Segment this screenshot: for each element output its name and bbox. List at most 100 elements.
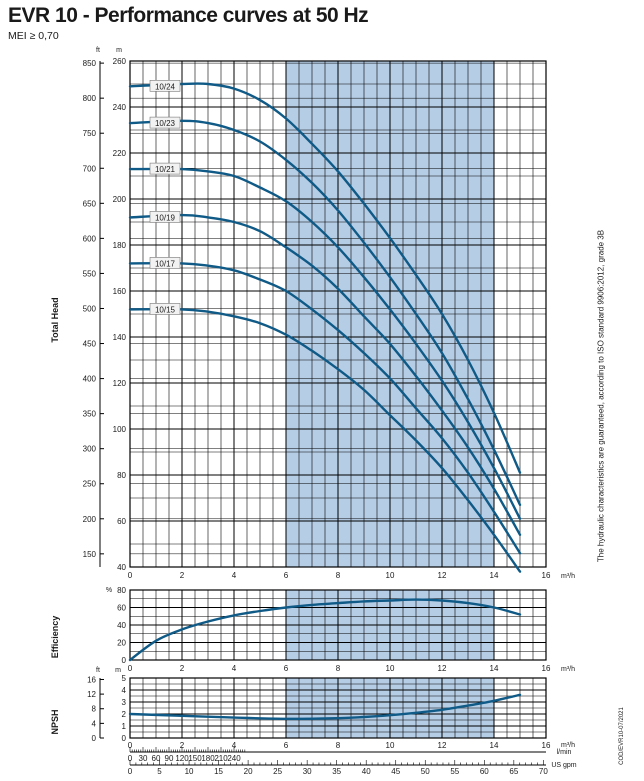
- series-label: 10/24: [155, 82, 176, 91]
- head-ytick-m: 60: [117, 517, 126, 526]
- head-xtick: 16: [542, 571, 551, 580]
- eff-ytick: 40: [117, 621, 126, 630]
- eff-xtick: 0: [128, 664, 133, 673]
- lmin-ticklabel: 180: [201, 754, 215, 763]
- eff-ytick: 60: [117, 604, 126, 613]
- chart-title: EVR 10 - Performance curves at 50 Hz: [8, 4, 369, 27]
- head-curve-10-23: [128, 119, 522, 507]
- series-label-box: [149, 162, 181, 175]
- head-ytick-ft: 350: [83, 410, 97, 419]
- series-label-box: [149, 257, 181, 269]
- efficiency-curve: [128, 598, 522, 662]
- npsh-ytick-ft: 4: [92, 719, 97, 728]
- gpm-ticklabel: 55: [450, 767, 459, 776]
- head-xtick: 10: [386, 571, 395, 580]
- series-label-box: [149, 80, 181, 92]
- head-xtick: 4: [232, 571, 237, 580]
- head-xtick: 2: [180, 571, 185, 580]
- eff-xtick: 16: [542, 664, 551, 673]
- head-xunit: m³/h: [561, 573, 575, 580]
- npsh-ytick-m: 4: [122, 686, 127, 695]
- npsh-xtick: 6: [284, 741, 289, 750]
- head-ytick-m: 240: [113, 103, 127, 112]
- npsh-frame: [129, 677, 547, 739]
- head-ytick-m: 140: [113, 333, 127, 342]
- eff-xtick: 6: [284, 664, 289, 673]
- head-curve-10-19: [128, 213, 522, 536]
- eff-unit: %: [106, 587, 112, 594]
- head-unit-m: m: [116, 47, 122, 54]
- gpm-ticklabel: 5: [157, 767, 162, 776]
- npsh-unit-ft: ft: [96, 667, 100, 674]
- eff-xtick: 12: [438, 664, 447, 673]
- eff-xunit: m³/h: [561, 666, 575, 673]
- gpm-ticklabel: 45: [391, 767, 400, 776]
- head-ytick-ft: 700: [83, 164, 97, 173]
- series-label: 10/23: [155, 119, 176, 128]
- gpm-ticklabel: 65: [509, 767, 518, 776]
- head-xtick: 14: [490, 571, 499, 580]
- head-ytick-m: 220: [113, 149, 127, 158]
- lmin-ticklabel: 210: [214, 754, 228, 763]
- gpm-ticklabel: 60: [480, 767, 489, 776]
- gpm-ticklabel: 10: [185, 767, 194, 776]
- chart-subtitle: MEI ≥ 0,70: [8, 30, 59, 42]
- head-ytick-ft: 550: [83, 269, 97, 278]
- npsh-ytick-m: 0: [122, 734, 127, 743]
- eff-ytick: 20: [117, 639, 126, 648]
- lmin-ticklabel: 240: [227, 754, 241, 763]
- npsh-ytick-m: 1: [122, 722, 127, 731]
- eff-ylabel: Efficiency: [50, 616, 60, 659]
- eff-xtick: 10: [386, 664, 395, 673]
- head-unit-ft: ft: [96, 47, 100, 54]
- npsh-ytick-ft: 12: [87, 690, 96, 699]
- head-ytick-ft: 600: [83, 234, 97, 243]
- gpm-ticklabel: 15: [214, 767, 223, 776]
- head-ytick-m: 200: [113, 195, 127, 204]
- eff-xtick: 8: [336, 664, 341, 673]
- npsh-ylabel: NPSH: [50, 709, 60, 734]
- gpm-ticklabel: 40: [362, 767, 371, 776]
- npsh-xtick: 16: [542, 741, 551, 750]
- gpm-ticklabel: 25: [273, 767, 282, 776]
- gpm-ticklabel: 35: [332, 767, 341, 776]
- lmin-ticklabel: 0: [128, 754, 133, 763]
- lmin-ticklabel: 150: [188, 754, 202, 763]
- head-ytick-ft: 500: [83, 304, 97, 313]
- head-xtick: 8: [336, 571, 341, 580]
- lmin-ticklabel: 120: [175, 754, 189, 763]
- head-ytick-m: 260: [113, 57, 127, 66]
- npsh-xtick: 2: [180, 741, 185, 750]
- npsh-xtick: 10: [386, 741, 395, 750]
- head-ytick-ft: 400: [83, 375, 97, 384]
- head-ytick-ft: 150: [83, 550, 97, 559]
- head-ytick-m: 160: [113, 287, 127, 296]
- head-xtick: 12: [438, 571, 447, 580]
- npsh-ytick-ft: 0: [92, 734, 97, 743]
- head-ytick-m: 120: [113, 379, 127, 388]
- series-label: 10/19: [155, 213, 176, 222]
- npsh-xtick: 4: [232, 741, 237, 750]
- npsh-xtick: 0: [128, 741, 133, 750]
- head-curve-10-15: [128, 308, 522, 573]
- eff-ytick: 80: [117, 586, 126, 595]
- npsh-ytick-ft: 16: [87, 675, 96, 684]
- npsh-xtick: 12: [438, 741, 447, 750]
- head-ytick-ft: 850: [83, 59, 97, 68]
- gpm-ticklabel: 20: [244, 767, 253, 776]
- npsh-unit-m: m: [115, 667, 121, 674]
- head-xtick: 6: [284, 571, 289, 580]
- series-label: 10/17: [155, 259, 176, 268]
- series-label-box: [149, 116, 181, 129]
- head-ytick-ft: 250: [83, 480, 97, 489]
- eff-xtick: 4: [232, 664, 237, 673]
- eff-ytick: 0: [122, 656, 127, 665]
- npsh-ytick-m: 3: [122, 698, 127, 707]
- npsh-ytick-m: 2: [122, 710, 127, 719]
- series-label-box: [149, 303, 181, 315]
- gpm-ticklabel: 0: [128, 767, 133, 776]
- lmin-unit: l/min: [557, 749, 572, 756]
- series-label: 10/15: [155, 305, 176, 314]
- head-ytick-m: 80: [117, 471, 126, 480]
- head-frame: [129, 60, 547, 568]
